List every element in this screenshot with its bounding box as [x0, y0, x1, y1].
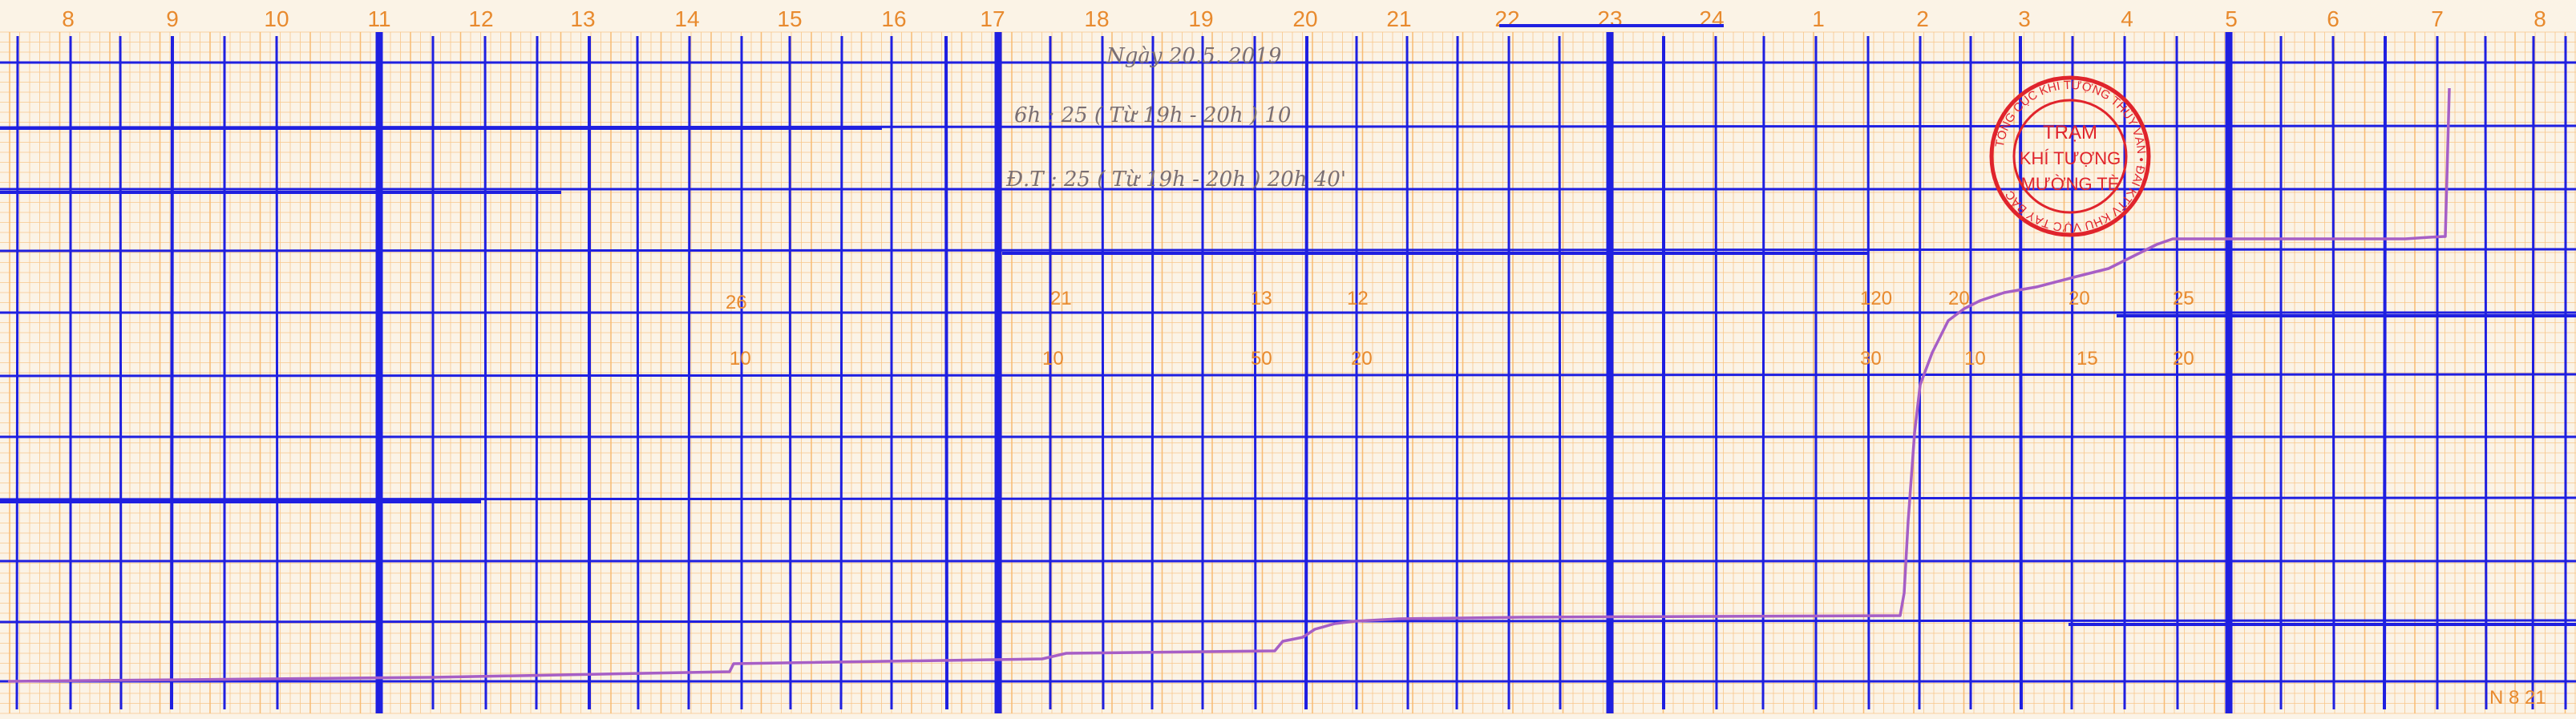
blue-vertical-line: [2383, 35, 2387, 710]
grid-number: 20: [2173, 348, 2194, 370]
stamp-inner-ring: [2012, 99, 2128, 214]
blue-vertical-line: [1455, 35, 1459, 710]
grid-number: 12: [1347, 288, 1369, 309]
hour-label: 17: [980, 6, 1005, 31]
blue-vertical-line: [1101, 35, 1105, 710]
hour-label: 23: [1597, 6, 1622, 31]
blue-vertical-line: [1304, 35, 1308, 710]
blue-horizontal-line: [0, 248, 2576, 252]
hour-label: 11: [367, 6, 390, 31]
blue-vertical-line: [944, 35, 948, 710]
blue-vertical-line: [2175, 35, 2179, 710]
hour-label: 24: [1699, 6, 1724, 31]
blue-horizontal-line: [0, 373, 2576, 378]
handwritten-notes: Ngày 20.5. 2019 6h : 25 ( Từ 19h - 20h )…: [1005, 44, 1346, 192]
blue-vertical-line: [1761, 35, 1765, 710]
blue-vertical-line: [839, 35, 843, 710]
handwritten-note-line1: 6h : 25 ( Từ 19h - 20h ) 10: [1014, 103, 1291, 127]
hour-label: 21: [1386, 6, 1411, 31]
hour-label: 9: [166, 6, 179, 31]
grid-number: 15: [2077, 348, 2098, 370]
blue-vertical-line: [1714, 35, 1718, 710]
hour-label: 7: [2431, 6, 2444, 31]
blue-vertical-line: [2484, 35, 2488, 710]
hour-label: 12: [468, 6, 493, 31]
grid-numbers: 26 21 13 12 120 20 20 25 10 10 50 20 30 …: [726, 288, 2194, 370]
hour-label: 8: [2534, 6, 2546, 31]
blue-vertical-line: [119, 35, 123, 710]
stamp-line-3: MƯỜNG TÈ: [2021, 174, 2120, 194]
grid-number: 20: [1948, 288, 1970, 309]
hour-label: 5: [2225, 6, 2238, 31]
blue-vertical-line: [483, 35, 487, 710]
grid-number: 10: [1964, 348, 1986, 370]
hour-label: 16: [881, 6, 906, 31]
grid-number: 120: [1860, 288, 1892, 309]
rainfall-trace: [7, 87, 2451, 683]
blue-vertical-line: [1558, 35, 1562, 710]
grid-number: 10: [730, 348, 751, 370]
hour-label: 15: [777, 6, 802, 31]
grid-number: 30: [1860, 348, 1882, 370]
hour-label: 13: [570, 6, 595, 31]
blue-horizontal-line: [0, 496, 2576, 501]
blue-vertical-line: [788, 35, 792, 710]
hour-label: 20: [1292, 6, 1317, 31]
official-stamp: TỔNG CỤC KHÍ TƯỢNG THỦY VĂN • ĐÀI KTTV K…: [1989, 75, 2151, 237]
blue-vertical-line: [2531, 35, 2535, 710]
blue-vertical-line: [2331, 35, 2335, 710]
blue-vertical-line: [636, 35, 640, 710]
hour-label: 19: [1188, 6, 1213, 31]
grid-number: 13: [1251, 288, 1272, 309]
fine-grid: [0, 31, 2576, 714]
stamp-line-2: KHÍ TƯỢNG: [2020, 148, 2121, 168]
grid-number: 50: [1251, 348, 1272, 370]
blue-vertical-line: [15, 35, 19, 710]
grid-number: 25: [2173, 288, 2194, 309]
blue-vertical-line: [1918, 35, 1922, 710]
hour-label: 2: [1916, 6, 1929, 31]
hour-label: 8: [62, 6, 75, 31]
hour-label: 4: [2121, 6, 2133, 31]
blue-vertical-line: [2019, 35, 2023, 710]
blue-vertical-line: [1405, 35, 1409, 710]
handwritten-date: Ngày 20.5. 2019: [1106, 44, 1281, 68]
blue-horizontal-line: [0, 619, 2576, 624]
hour-label: 14: [674, 6, 699, 31]
blue-vertical-line: [2070, 35, 2074, 710]
grid-number: 20: [2068, 288, 2090, 309]
grid-number: 21: [1050, 288, 1072, 309]
hour-labels: 8 9 10 11 12 13 14 15 16 17 18 19 20 21 22 23 24 1 2 3 4 5 6 7 8: [62, 6, 2546, 31]
hour-label: 18: [1084, 6, 1109, 31]
chart-serial-label: N 8 21: [2489, 687, 2546, 709]
hour-label: 10: [264, 6, 289, 31]
handwritten-note-line2: Đ.T : 25 ( Từ 19h - 20h ) 20h 40': [1005, 168, 1346, 192]
fine-grid-major-lines: [9, 32, 2566, 713]
stamp-outer-ring: [1989, 75, 2151, 237]
grid-number: 10: [1042, 348, 1064, 370]
stamp-line-1: TRẠM: [2043, 122, 2097, 143]
blue-vertical-line: [1253, 35, 1257, 710]
hour-label: 22: [1494, 6, 1519, 31]
blue-vertical-line: [1151, 35, 1155, 710]
blue-vertical-line: [535, 35, 539, 710]
hour-label: 3: [2018, 6, 2031, 31]
major-grid: [0, 24, 2576, 713]
grid-number: 20: [1351, 348, 1373, 370]
hour-label: 6: [2327, 6, 2339, 31]
grid-number: 26: [726, 292, 747, 313]
blue-vertical-line: [1866, 35, 1870, 710]
hour-label: 1: [1812, 6, 1825, 31]
